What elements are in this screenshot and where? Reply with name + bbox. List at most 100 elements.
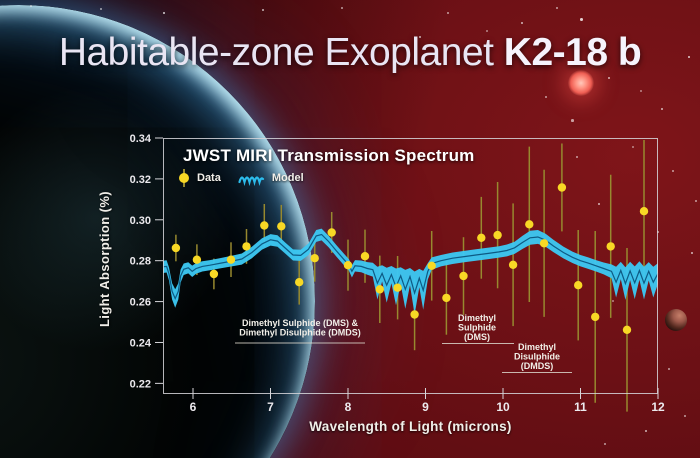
data-point — [459, 271, 468, 281]
data-point — [525, 220, 534, 229]
data-point — [393, 283, 402, 292]
data-point-legend-icon — [178, 168, 190, 188]
y-tick-label: 0.30 — [130, 215, 151, 227]
annotation-text: (DMS) — [464, 332, 490, 342]
axis-ticks: 6 7 8 9 10 11 12 0.22 0.24 0.26 0.28 0.30 0.32 0.34 — [130, 133, 665, 414]
data-point — [508, 260, 518, 269]
red-dwarf-star-image — [568, 70, 594, 96]
star — [645, 430, 647, 432]
star — [691, 252, 693, 254]
star — [668, 368, 670, 370]
star — [100, 8, 102, 10]
small-planet-image — [665, 309, 687, 331]
data-point — [606, 242, 615, 251]
plot-border — [163, 138, 658, 394]
star — [262, 9, 264, 11]
model-center-line — [162, 233, 659, 300]
annotation-text: Disulphide — [514, 352, 560, 362]
data-point — [639, 207, 649, 216]
star — [486, 30, 488, 32]
data-point — [622, 325, 632, 334]
data-point — [539, 239, 549, 248]
data-point — [192, 255, 202, 264]
data-point — [209, 269, 219, 279]
annotation-text: Dimethyl — [518, 342, 556, 352]
star — [657, 231, 660, 234]
star — [695, 200, 698, 203]
page-title-bold: K2-18 b — [503, 31, 642, 74]
data-point — [493, 230, 502, 240]
star — [608, 77, 610, 79]
data-point — [477, 233, 486, 242]
y-tick-label: 0.22 — [130, 378, 151, 390]
star — [612, 300, 614, 302]
legend-model-label: Model — [271, 172, 304, 184]
star — [341, 7, 343, 9]
star — [419, 36, 421, 38]
data-point — [226, 255, 236, 264]
star — [580, 18, 583, 21]
data-point — [410, 310, 419, 319]
star — [632, 146, 634, 148]
x-tick-label: 11 — [574, 400, 587, 414]
model-wavy-line-icon — [238, 176, 264, 186]
x-tick-label: 7 — [267, 400, 274, 414]
data-point — [242, 242, 251, 251]
data-point — [591, 312, 600, 322]
y-tick-label: 0.26 — [130, 297, 151, 309]
annotation: Dimethyl Sulphide (DMS) &Dimethyl Disulp… — [235, 318, 365, 344]
star — [545, 96, 547, 98]
x-axis-label: Wavelength of Light (microns) — [309, 419, 512, 434]
chart-legend: Data Model — [178, 168, 304, 188]
annotation-text: (DMDS) — [521, 361, 554, 371]
data-points — [171, 183, 649, 334]
data-point — [427, 261, 436, 270]
annotation-text: Sulphide — [458, 323, 496, 333]
data-point — [277, 222, 286, 231]
y-tick-label: 0.32 — [130, 174, 151, 186]
star — [684, 415, 686, 417]
data-point — [171, 243, 181, 253]
data-point — [260, 221, 269, 230]
star — [521, 22, 523, 24]
data-point — [375, 285, 384, 294]
star — [623, 58, 625, 60]
y-tick-label: 0.34 — [130, 133, 152, 145]
data-point — [343, 261, 353, 270]
model-band — [163, 228, 658, 315]
star — [163, 12, 165, 14]
annotation-text: Dimethyl Disulphide (DMDS) — [239, 328, 361, 338]
star — [640, 90, 642, 92]
page-title-regular: Habitable-zone Exoplanet — [58, 31, 504, 74]
annotation-text: Dimethyl Sulphide (DMS) & — [242, 318, 359, 328]
x-tick-label: 8 — [345, 400, 352, 414]
star — [571, 119, 574, 122]
data-point — [442, 293, 451, 303]
star — [576, 156, 578, 158]
data-point — [295, 278, 304, 287]
data-point — [327, 228, 336, 237]
star — [556, 7, 558, 9]
star — [661, 108, 663, 110]
annotation-text: Dimethyl — [458, 313, 496, 323]
y-tick-label: 0.24 — [130, 337, 152, 349]
star — [688, 56, 690, 58]
legend-data-label: Data — [197, 172, 221, 184]
star — [447, 12, 449, 14]
x-tick-label: 6 — [190, 400, 197, 414]
data-point — [574, 281, 583, 290]
x-tick-label: 12 — [651, 400, 665, 414]
data-point — [310, 254, 319, 263]
star — [30, 5, 32, 7]
y-axis-label: Light Absorption (%) — [97, 190, 112, 328]
star — [672, 170, 674, 172]
star — [604, 443, 606, 445]
x-tick-label: 9 — [422, 400, 429, 414]
chart-title: JWST MIRI Transmission Spectrum — [183, 146, 475, 165]
data-point — [360, 252, 370, 261]
x-tick-label: 10 — [496, 400, 510, 414]
